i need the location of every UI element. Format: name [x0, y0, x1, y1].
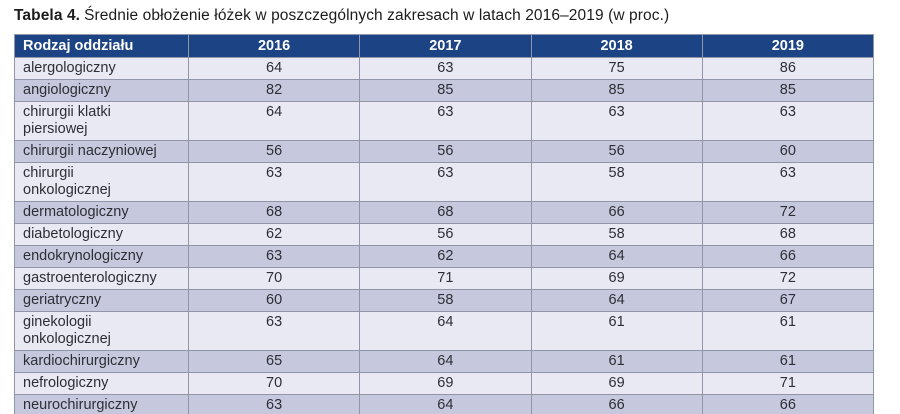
- value-cell: 63: [187, 162, 361, 202]
- value-cell: 63: [530, 101, 703, 141]
- value-cell: 63: [701, 101, 875, 141]
- value-cell: 63: [187, 311, 361, 351]
- table-row: chirurgii naczyniowej 56 56 56 60: [14, 140, 875, 163]
- value-cell: 61: [530, 311, 703, 351]
- value-cell: 82: [187, 79, 361, 102]
- ward-name-cell: alergologiczny: [14, 57, 189, 80]
- value-cell: 68: [701, 223, 875, 246]
- ward-name-cell: geriatryczny: [14, 289, 189, 312]
- value-cell: 71: [359, 267, 532, 290]
- header-cell-2017: 2017: [359, 34, 532, 58]
- value-cell: 56: [530, 140, 703, 163]
- value-cell: 61: [701, 311, 875, 351]
- value-cell: 72: [701, 267, 875, 290]
- table-row: ginekologii onkologicznej 63 64 61 61: [14, 311, 875, 351]
- table-title-text: Średnie obłożenie łóżek w poszczególnych…: [84, 7, 670, 24]
- table-row: gastroenterologiczny 70 71 69 72: [14, 267, 875, 290]
- value-cell: 64: [187, 57, 361, 80]
- ward-name-cell: angiologiczny: [14, 79, 189, 102]
- value-cell: 61: [701, 350, 875, 373]
- header-row: Rodzaj oddziału 2016 2017 2018 2019: [14, 34, 875, 58]
- ward-name-cell: chirurgii onkologicznej: [14, 162, 189, 202]
- table-row: geriatryczny 60 58 64 67: [14, 289, 875, 312]
- value-cell: 62: [187, 223, 361, 246]
- header-cell-2016: 2016: [187, 34, 361, 58]
- header-cell-2018: 2018: [530, 34, 703, 58]
- value-cell: 60: [701, 140, 875, 163]
- value-cell: 75: [530, 57, 703, 80]
- table-row: neurochirurgiczny 63 64 66 66: [14, 394, 875, 414]
- value-cell: 64: [359, 311, 532, 351]
- value-cell: 56: [359, 140, 532, 163]
- table-row: nefrologiczny 70 69 69 71: [14, 372, 875, 395]
- value-cell: 60: [187, 289, 361, 312]
- value-cell: 58: [359, 289, 532, 312]
- table-row: dermatologiczny 68 68 66 72: [14, 201, 875, 224]
- value-cell: 58: [530, 162, 703, 202]
- value-cell: 63: [359, 101, 532, 141]
- value-cell: 66: [701, 394, 875, 414]
- value-cell: 85: [701, 79, 875, 102]
- value-cell: 85: [530, 79, 703, 102]
- value-cell: 62: [359, 245, 532, 268]
- ward-name-cell: gastroenterologiczny: [14, 267, 189, 290]
- value-cell: 68: [187, 201, 361, 224]
- table-row: endokrynologiczny 63 62 64 66: [14, 245, 875, 268]
- table-row: chirurgii onkologicznej 63 63 58 63: [14, 162, 875, 202]
- value-cell: 64: [187, 101, 361, 141]
- value-cell: 72: [701, 201, 875, 224]
- table-title-label: Tabela 4.: [14, 7, 81, 24]
- value-cell: 69: [530, 267, 703, 290]
- table-row: diabetologiczny 62 56 58 68: [14, 223, 875, 246]
- table-row: kardiochirurgiczny 65 64 61 61: [14, 350, 875, 373]
- value-cell: 56: [187, 140, 361, 163]
- value-cell: 65: [187, 350, 361, 373]
- value-cell: 56: [359, 223, 532, 246]
- value-cell: 58: [530, 223, 703, 246]
- value-cell: 85: [359, 79, 532, 102]
- value-cell: 64: [359, 350, 532, 373]
- header-cell-2019: 2019: [701, 34, 875, 58]
- value-cell: 86: [701, 57, 875, 80]
- ward-name-cell: nefrologiczny: [14, 372, 189, 395]
- value-cell: 66: [701, 245, 875, 268]
- table-title: Tabela 4. Średnie obłożenie łóżek w poszc…: [14, 7, 900, 25]
- value-cell: 70: [187, 372, 361, 395]
- value-cell: 63: [359, 162, 532, 202]
- table-row: chirurgii klatki piersiowej 64 63 63 63: [14, 101, 875, 141]
- value-cell: 64: [530, 289, 703, 312]
- value-cell: 63: [187, 394, 361, 414]
- value-cell: 63: [359, 57, 532, 80]
- value-cell: 69: [359, 372, 532, 395]
- ward-name-cell: chirurgii klatki piersiowej: [14, 101, 189, 141]
- value-cell: 61: [530, 350, 703, 373]
- value-cell: 63: [187, 245, 361, 268]
- ward-name-cell: ginekologii onkologicznej: [14, 311, 189, 351]
- value-cell: 63: [701, 162, 875, 202]
- value-cell: 70: [187, 267, 361, 290]
- table-row: angiologiczny 82 85 85 85: [14, 79, 875, 102]
- table-header: Rodzaj oddziału 2016 2017 2018 2019: [14, 34, 875, 58]
- ward-name-cell: endokrynologiczny: [14, 245, 189, 268]
- table-body: alergologiczny 64 63 75 86 angiologiczny 82 85 8…: [14, 57, 875, 414]
- ward-name-cell: dermatologiczny: [14, 201, 189, 224]
- value-cell: 67: [701, 289, 875, 312]
- bed-occupancy-table: Rodzaj oddziału 2016 2017 2018 2019 aler…: [14, 34, 875, 414]
- value-cell: 66: [530, 201, 703, 224]
- ward-name-cell: neurochirurgiczny: [14, 394, 189, 414]
- value-cell: 64: [530, 245, 703, 268]
- value-cell: 71: [701, 372, 875, 395]
- ward-name-cell: diabetologiczny: [14, 223, 189, 246]
- ward-name-cell: kardiochirurgiczny: [14, 350, 189, 373]
- value-cell: 64: [359, 394, 532, 414]
- value-cell: 69: [530, 372, 703, 395]
- header-cell-ward: Rodzaj oddziału: [14, 34, 189, 58]
- value-cell: 68: [359, 201, 532, 224]
- ward-name-cell: chirurgii naczyniowej: [14, 140, 189, 163]
- table-row: alergologiczny 64 63 75 86: [14, 57, 875, 80]
- value-cell: 66: [530, 394, 703, 414]
